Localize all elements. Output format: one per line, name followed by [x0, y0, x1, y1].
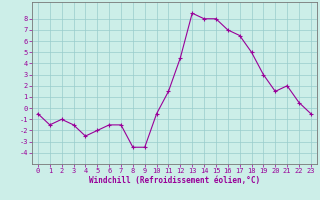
X-axis label: Windchill (Refroidissement éolien,°C): Windchill (Refroidissement éolien,°C): [89, 176, 260, 185]
